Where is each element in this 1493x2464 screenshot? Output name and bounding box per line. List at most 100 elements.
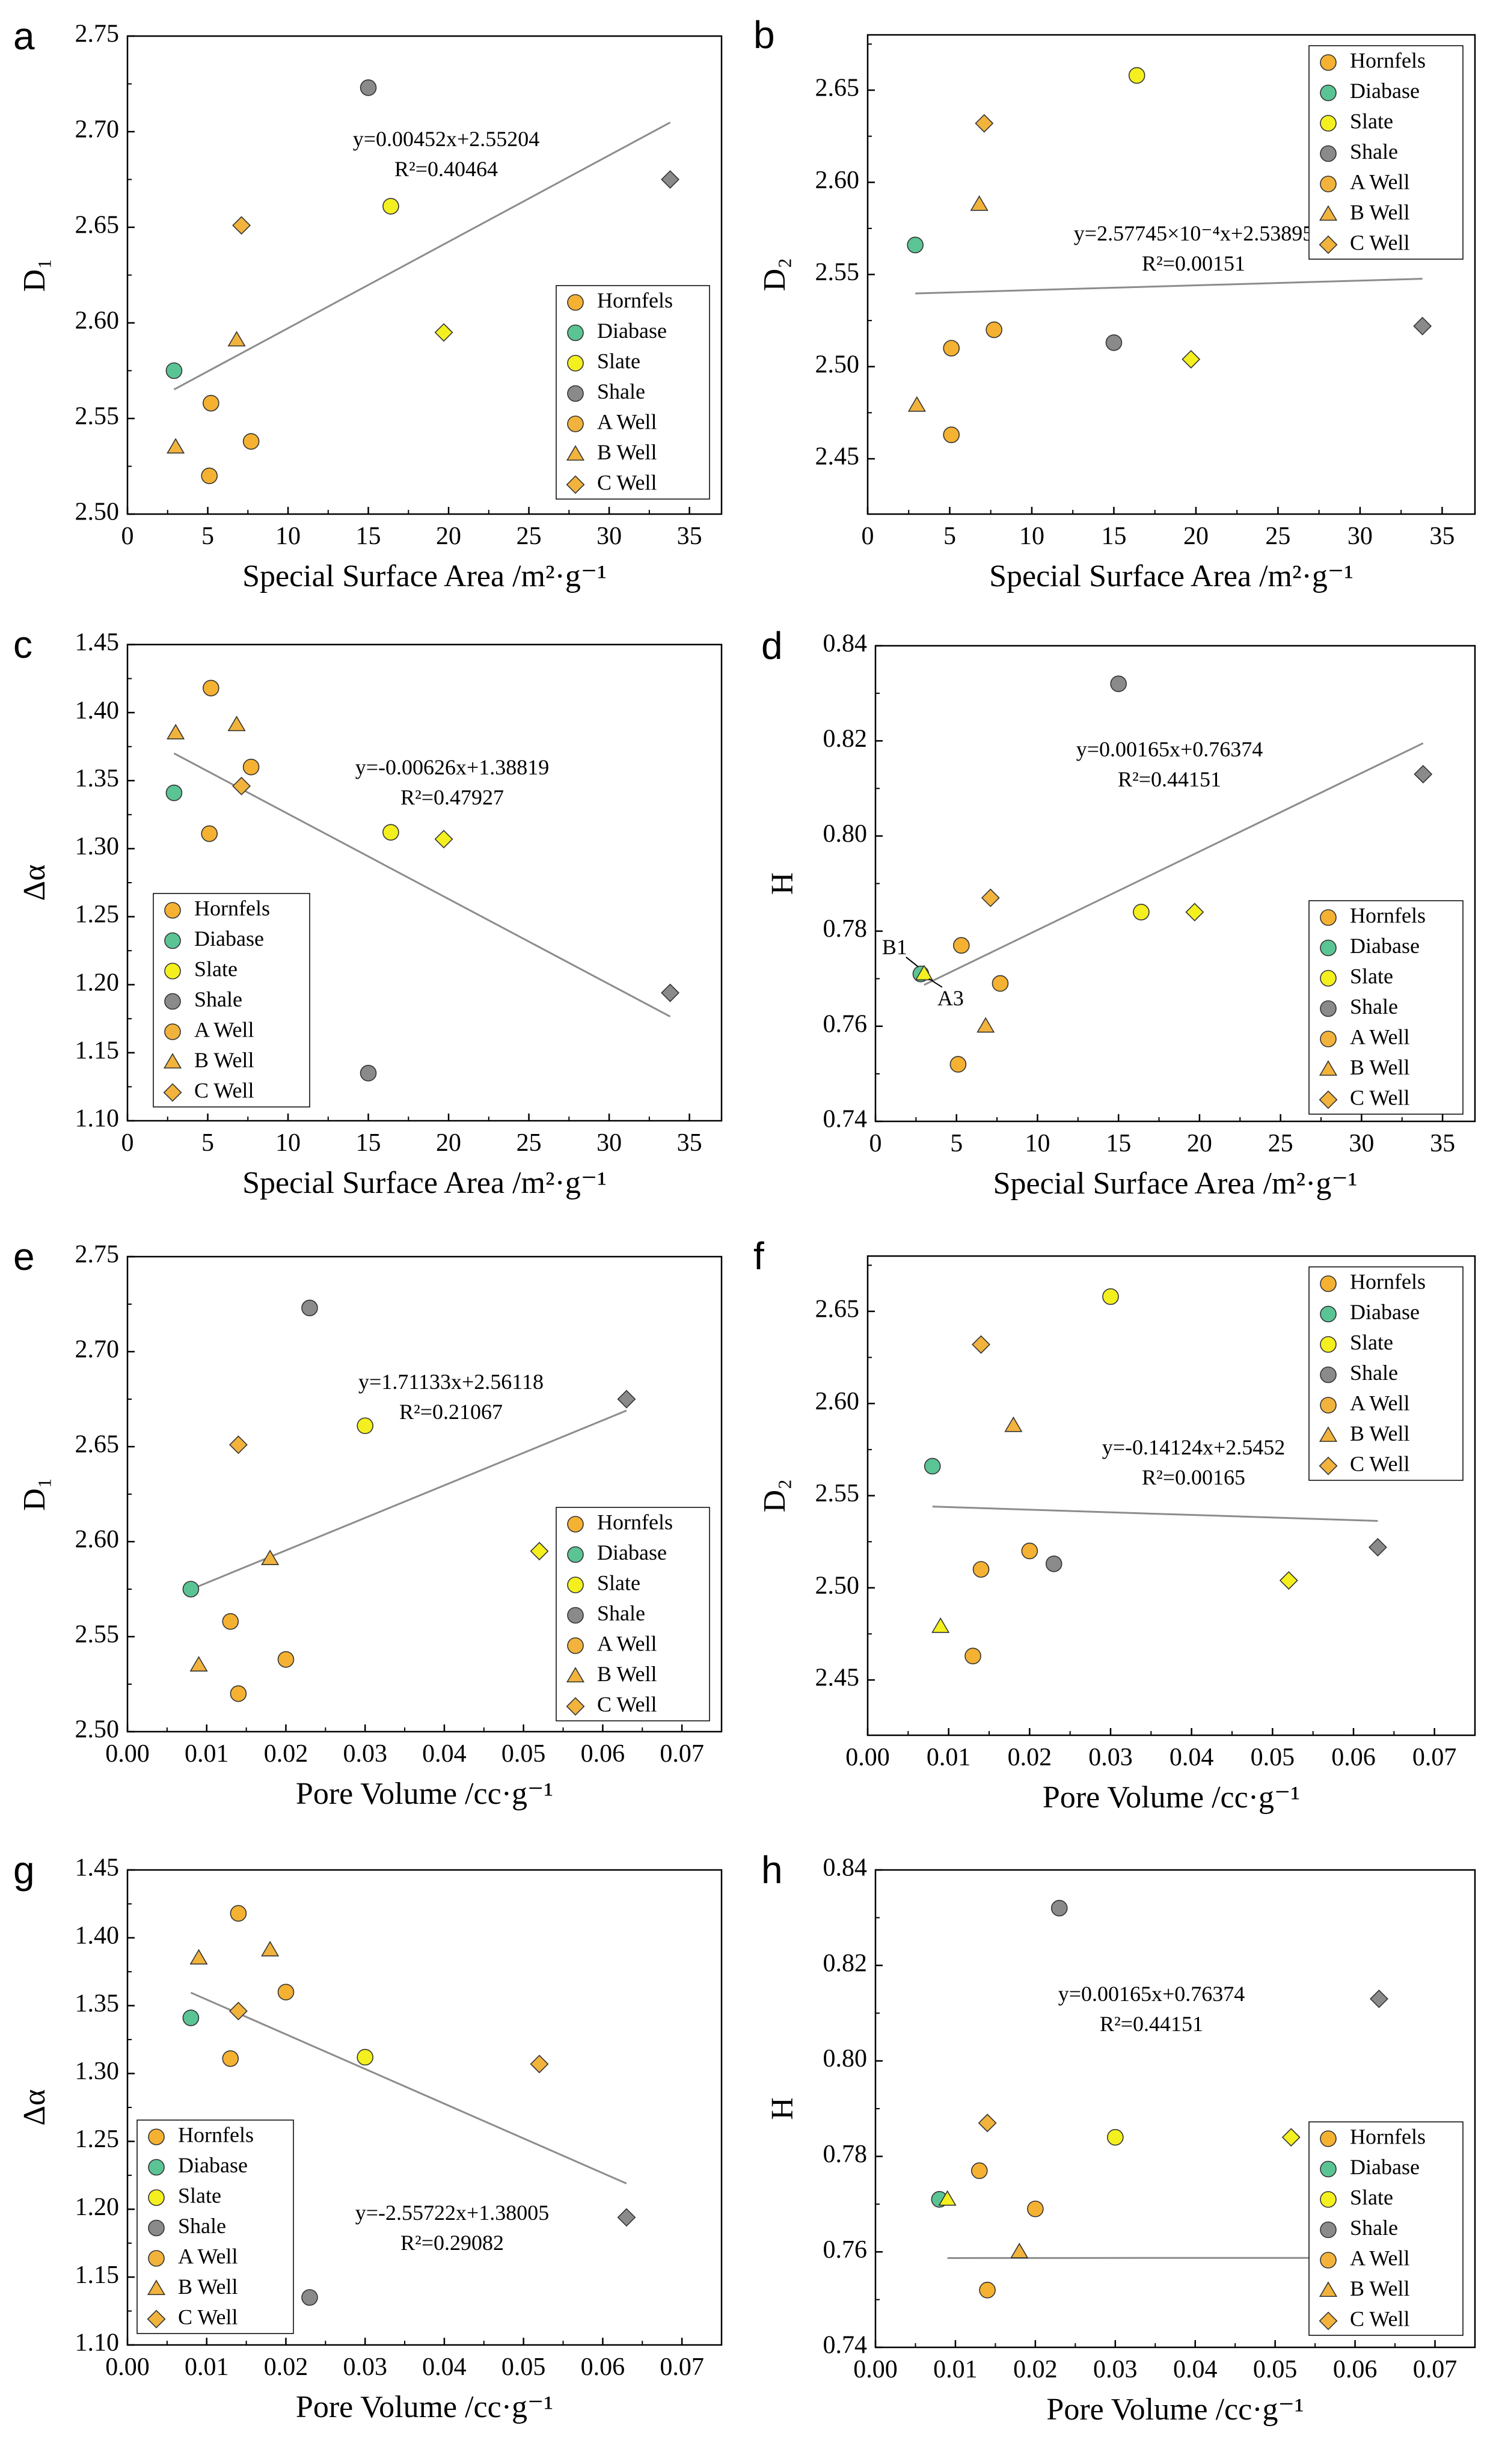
x-tick-label: 15	[356, 1129, 381, 1157]
x-tick-label: 30	[1349, 1130, 1374, 1157]
y-tick-label: 2.45	[815, 1664, 860, 1692]
data-point-slate-circle	[1128, 67, 1145, 84]
x-tick-label: 0.04	[1173, 2356, 1218, 2383]
data-point-well-triangle	[261, 1549, 280, 1565]
legend-marker-shale-circle	[567, 1607, 584, 1624]
data-point-slate-diamond	[1281, 2128, 1301, 2147]
y-axis-label: D₁	[17, 259, 52, 292]
legend-label: Slate	[1350, 1330, 1393, 1354]
y-tick-label: 2.75	[75, 20, 120, 48]
data-point-well-triangle	[1004, 1416, 1023, 1432]
y-tick-label: 2.65	[75, 1431, 120, 1459]
legend-label: Slate	[597, 349, 640, 373]
legend-marker-well-circle	[1320, 1397, 1337, 1414]
data-point-well-diamond	[972, 1335, 990, 1354]
data-point-shale-circle	[1110, 675, 1127, 693]
data-point-hornfels-circle	[971, 2162, 988, 2180]
legend-label: Diabase	[1350, 79, 1420, 103]
legend-marker-slate-circle	[1320, 115, 1337, 132]
x-tick-label: 0.04	[422, 2353, 467, 2381]
legend-label: A Well	[597, 1631, 657, 1655]
data-point-well-triangle	[976, 1017, 995, 1033]
data-point-slate-triangle	[931, 1617, 950, 1633]
legend-marker-well-triangle	[1319, 1426, 1338, 1442]
y-tick-label: 1.45	[75, 629, 120, 657]
panel-h: h 0.00 0.01 0.02 0.03 0.04 0.05 0.06 0.07 0.74 0.7…	[761, 1848, 1476, 2427]
fit-line	[173, 752, 671, 1017]
x-tick-label: 0.03	[343, 2353, 387, 2381]
data-point-shale-circle	[360, 1065, 377, 1082]
y-axis-label: H	[765, 872, 800, 895]
x-tick-label: 0	[869, 1130, 882, 1157]
legend-label: B Well	[597, 1662, 657, 1686]
legend-label: A Well	[194, 1017, 254, 1041]
x-axis-label: Special Surface Area /m²·g⁻¹	[993, 1166, 1358, 1201]
panel-e: e 0.00 0.01 0.02 0.03 0.04 0.05 0.06 0.07 2.50 2.5…	[13, 1235, 723, 1811]
data-point-well-triangle	[970, 195, 989, 211]
data-point-well-diamond	[232, 776, 251, 795]
legend-label: C Well	[1350, 2306, 1409, 2331]
fit-line	[924, 742, 1424, 986]
data-point-well-triangle	[167, 723, 185, 740]
panel-letter: c	[13, 623, 32, 666]
legend-marker-shale-circle	[567, 385, 584, 402]
x-axis-label: Special Surface Area /m²·g⁻¹	[242, 559, 607, 593]
x-tick-label: 0.00	[845, 1744, 890, 1771]
data-point-slate-circle	[357, 1417, 374, 1435]
panel-letter: a	[13, 14, 35, 58]
data-point-well-triangle	[261, 1940, 280, 1957]
data-point-well-diamond	[232, 216, 251, 235]
x-tick-label: 0.03	[343, 1740, 387, 1768]
legend-marker-hornfels-circle	[1320, 54, 1337, 71]
data-point-hornfels-circle	[203, 394, 219, 412]
data-point-diabase-circle	[907, 236, 924, 254]
legend-marker-hornfels-circle	[567, 1516, 584, 1533]
data-point-well-diamond	[975, 114, 994, 133]
data-point-slate-circle	[1133, 904, 1150, 921]
legend-marker-slate-circle	[164, 963, 181, 979]
fit-r-squared: R²=0.44151	[1100, 2012, 1203, 2036]
fit-equation: y=-2.55722x+1.38005	[355, 2201, 550, 2225]
x-tick-label: 0.05	[1253, 2356, 1298, 2383]
x-axis-label: Special Surface Area /m²·g⁻¹	[989, 559, 1354, 593]
panel-letter: b	[753, 13, 775, 57]
data-point-shale-diamond	[1414, 765, 1433, 784]
panel-c: c 0 5 10 15 20 25 30 35 1.10 1.15 1.20 1.25 1.30 1.35 1…	[13, 623, 723, 1200]
data-point-well-triangle	[189, 1949, 208, 1965]
data-point-slate-circle	[357, 2049, 374, 2066]
y-tick-label: 0.78	[823, 2141, 868, 2168]
legend-label: C Well	[1350, 230, 1409, 254]
legend-label: C Well	[1350, 1451, 1409, 1476]
x-tick-label: 0.01	[185, 2353, 229, 2381]
data-point-hornfels-circle	[230, 1685, 247, 1702]
legend: Hornfels Diabase Slate Shale A Well B Well C W…	[1308, 45, 1464, 260]
data-point-diabase-circle	[182, 2009, 200, 2026]
data-point-hornfels-circle	[964, 1647, 981, 1664]
legend-marker-well-diamond	[147, 2309, 166, 2329]
data-point-well-triangle	[1010, 2242, 1029, 2258]
data-point-well-diamond	[228, 1435, 248, 1454]
y-tick-label: 2.55	[815, 259, 860, 286]
x-tick-label: 25	[517, 1129, 542, 1157]
legend-marker-slate-circle	[567, 355, 584, 372]
legend-label: C Well	[178, 2305, 238, 2329]
data-point-well-triangle	[189, 1656, 208, 1672]
x-tick-label: 0.02	[1008, 1744, 1052, 1771]
legend-marker-shale-circle	[1320, 1000, 1337, 1017]
legend-marker-well-diamond	[163, 1083, 182, 1102]
data-point-hornfels-circle	[992, 975, 1009, 992]
data-point-slate-diamond	[1182, 350, 1201, 369]
data-point-slate-diamond	[434, 323, 453, 342]
x-tick-label: 0.02	[264, 1740, 308, 1768]
legend-label: C Well	[194, 1078, 254, 1102]
legend-label: B Well	[178, 2275, 238, 2299]
legend-marker-well-diamond	[1319, 1090, 1338, 1109]
y-tick-label: 1.20	[75, 2193, 120, 2221]
legend-label: A Well	[597, 409, 657, 434]
data-point-hornfels-circle	[203, 679, 219, 697]
x-tick-label: 5	[201, 1129, 214, 1157]
data-point-hornfels-circle	[972, 1561, 990, 1578]
annotation-arrow	[928, 978, 943, 988]
legend-label: Hornfels	[178, 2122, 254, 2147]
data-point-shale-diamond	[1370, 1989, 1388, 2008]
